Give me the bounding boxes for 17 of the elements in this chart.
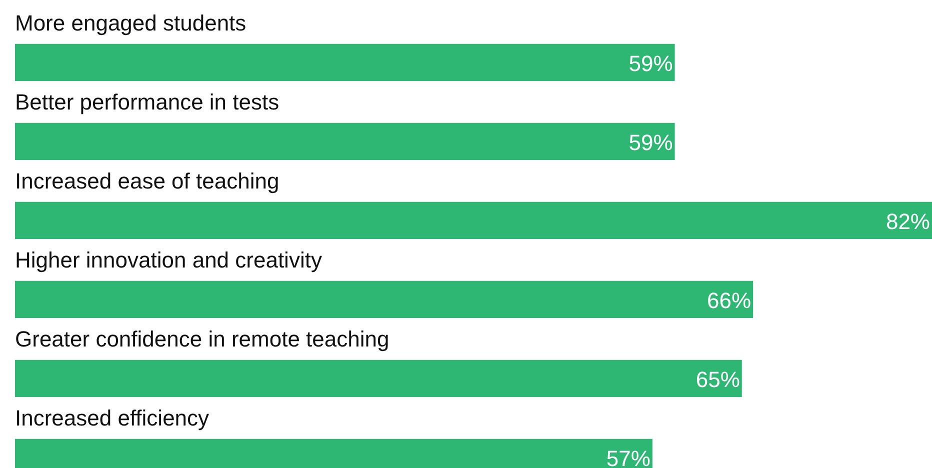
- y-tick-label: Greater confidence in remote teaching: [15, 326, 390, 352]
- y-tick-label: Higher innovation and creativity: [15, 248, 322, 273]
- data-label: 65%: [696, 366, 740, 392]
- y-tick-label: Increased efficiency: [15, 406, 210, 431]
- bar: [15, 44, 675, 81]
- bar: [15, 280, 754, 318]
- data-label: 66%: [707, 288, 752, 313]
- data-label: 82%: [886, 208, 930, 234]
- data-label: 59%: [628, 130, 673, 155]
- data-label: 59%: [628, 50, 673, 76]
- bar: [15, 360, 742, 397]
- y-tick-label: Better performance in tests: [15, 90, 280, 115]
- y-tick-label: More engaged students: [15, 10, 246, 36]
- bar: [15, 122, 675, 160]
- bar: [15, 202, 932, 239]
- data-label: 57%: [606, 446, 650, 468]
- y-tick-label: Increased ease of teaching: [15, 168, 280, 194]
